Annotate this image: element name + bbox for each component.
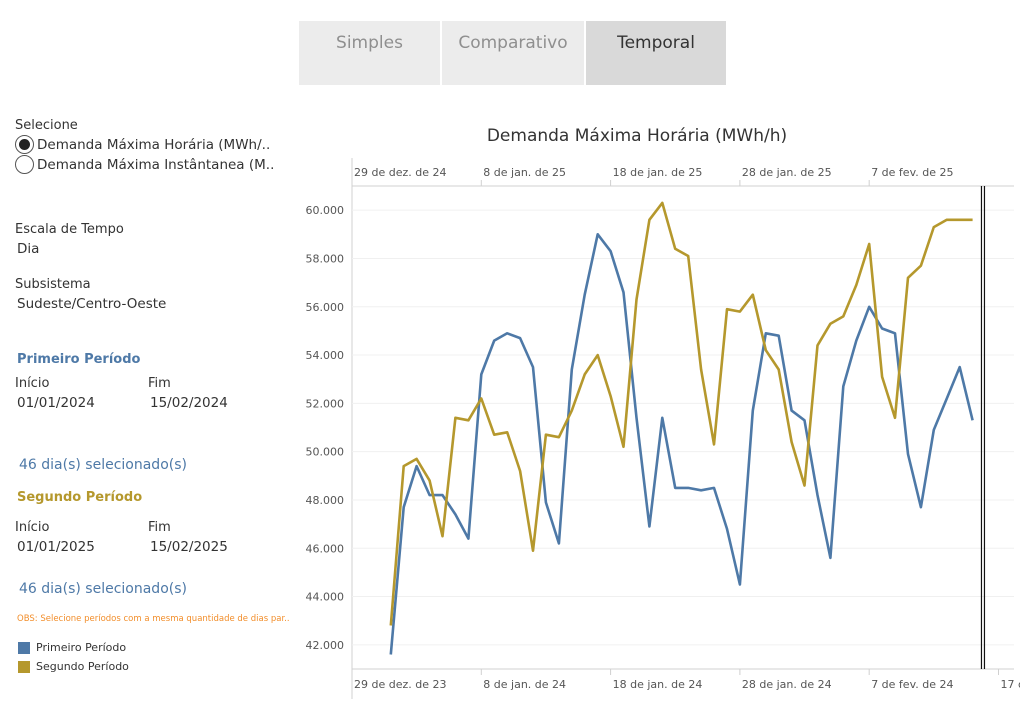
segundo-inicio-label: Início <box>15 520 50 535</box>
tab-simples[interactable]: Simples <box>299 21 440 85</box>
segundo-inicio-value[interactable]: 01/01/2025 <box>17 539 95 555</box>
primeiro-inicio-label: Início <box>15 376 50 391</box>
legend-swatch-segundo <box>18 660 30 673</box>
y-tick-label: 56.000 <box>306 301 345 314</box>
legend-item-segundo[interactable]: Segundo Período <box>18 660 129 673</box>
subsistema-label: Subsistema <box>15 277 91 292</box>
top-axis-tick-label: 7 de fev. de 25 <box>871 166 953 179</box>
radio-selected-icon[interactable] <box>15 135 34 154</box>
tab-comparativo[interactable]: Comparativo <box>442 21 584 85</box>
legend-swatch-primeiro <box>18 641 30 654</box>
segundo-fim-label: Fim <box>148 520 171 535</box>
segundo-dias-selecionados: 46 dia(s) selecionado(s) <box>19 581 187 597</box>
series-line-primeiro <box>389 233 974 655</box>
y-tick-label: 60.000 <box>306 204 345 217</box>
y-tick-label: 54.000 <box>306 349 345 362</box>
y-tick-label: 44.000 <box>306 591 345 604</box>
top-axis-tick-label: 29 de dez. de 24 <box>354 166 447 179</box>
y-tick-label: 46.000 <box>306 542 345 555</box>
primeiro-fim-label: Fim <box>148 376 171 391</box>
primeiro-dias-selecionados: 46 dia(s) selecionado(s) <box>19 457 187 473</box>
y-tick-label: 42.000 <box>306 639 345 652</box>
y-tick-label: 52.000 <box>306 397 345 410</box>
bottom-axis-tick-label: 7 de fev. de 24 <box>871 678 953 691</box>
bottom-axis-tick-label: 29 de dez. de 23 <box>354 678 447 691</box>
bottom-axis-tick-label: 28 de jan. de 24 <box>742 678 832 691</box>
obs-note: OBS: Selecione períodos com a mesma quan… <box>17 614 290 624</box>
primeiro-periodo-title: Primeiro Período <box>17 352 141 367</box>
y-tick-label: 50.000 <box>306 446 345 459</box>
radio-unselected-icon[interactable] <box>15 155 34 174</box>
series-line-segundo <box>389 201 973 626</box>
bottom-axis-tick-label: 8 de jan. de 24 <box>483 678 566 691</box>
tab-temporal[interactable]: Temporal <box>586 21 726 85</box>
y-tick-label: 58.000 <box>306 252 345 265</box>
legend-item-primeiro[interactable]: Primeiro Período <box>18 641 126 654</box>
segundo-periodo-title: Segundo Período <box>17 490 143 505</box>
chart-title: Demanda Máxima Horária (MWh/h) <box>487 126 787 146</box>
view-tabs: Simples Comparativo Temporal <box>299 21 726 85</box>
subsistema-value[interactable]: Sudeste/Centro-Oeste <box>17 296 167 312</box>
bottom-axis-tick-label: 17 de fev. de 24 <box>1000 678 1020 691</box>
top-axis-tick-label: 28 de jan. de 25 <box>742 166 832 179</box>
demanda-line-chart: Demanda Máxima Horária (MWh/h) 42.000 44.… <box>306 126 1020 699</box>
primeiro-inicio-value[interactable]: 01/01/2024 <box>17 395 95 411</box>
radio-demanda-horaria[interactable]: Demanda Máxima Horária (MWh/.. <box>15 135 270 154</box>
primeiro-fim-value[interactable]: 15/02/2024 <box>150 395 228 411</box>
radio-demanda-instantanea[interactable]: Demanda Máxima Instântanea (M.. <box>15 155 274 174</box>
top-axis-tick-label: 8 de jan. de 25 <box>483 166 566 179</box>
escala-tempo-value[interactable]: Dia <box>17 241 40 257</box>
y-tick-label: 48.000 <box>306 494 345 507</box>
radio-demanda-instantanea-label: Demanda Máxima Instântanea (M.. <box>37 156 275 173</box>
bottom-axis-tick-label: 18 de jan. de 24 <box>613 678 703 691</box>
radio-demanda-horaria-label: Demanda Máxima Horária (MWh/.. <box>37 136 271 153</box>
top-axis-tick-label: 18 de jan. de 25 <box>613 166 703 179</box>
segundo-fim-value[interactable]: 15/02/2025 <box>150 539 228 555</box>
legend-label-primeiro: Primeiro Período <box>36 641 127 654</box>
filter-sidebar: Selecione Demanda Máxima Horária (MWh/..… <box>0 0 290 709</box>
selecione-label: Selecione <box>15 118 78 133</box>
escala-tempo-label: Escala de Tempo <box>15 222 124 237</box>
legend-label-segundo: Segundo Período <box>36 660 129 673</box>
